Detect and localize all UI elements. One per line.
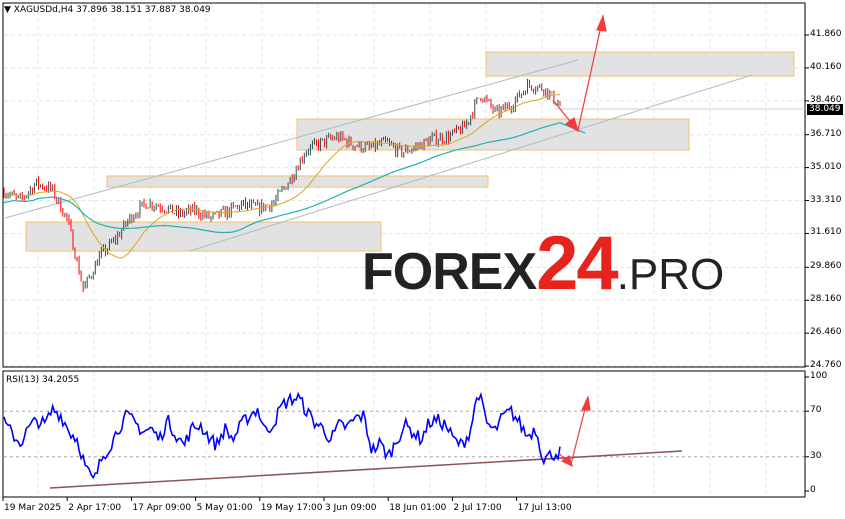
forex24-watermark-logo: FOREX24.PRO [362, 226, 724, 302]
channel-upper-line[interactable] [4, 59, 579, 219]
triangle-down-icon[interactable]: ▼ [4, 5, 11, 15]
ma-fast-line [3, 94, 561, 259]
time-tick-label: 19 May 17:00 [260, 503, 323, 513]
rsi-down-arrow-head-icon [560, 455, 573, 468]
price-tick-label: 35.010 [810, 161, 842, 172]
time-tick-label: 17 Apr 09:00 [132, 503, 192, 513]
sr-zone[interactable] [296, 118, 690, 151]
rsi-trendline[interactable] [49, 450, 683, 489]
sr-zone[interactable] [25, 221, 382, 252]
price-tick-label: 33.310 [810, 194, 842, 205]
rsi-tick-label: 30 [810, 450, 822, 461]
current-price-label: 38.049 [807, 104, 843, 115]
watermark-part2: 24 [536, 221, 619, 306]
rsi-forecast-arrows [558, 394, 591, 468]
symbol-title[interactable]: ▼ XAGUSDd,H4 37.896 38.151 37.887 38.049 [4, 5, 211, 15]
price-tick-label: 38.460 [810, 94, 842, 105]
rsi-up-arrow-line [570, 404, 587, 465]
watermark-part3: .PRO [616, 250, 725, 299]
up-arrow-line [577, 25, 602, 131]
sr-zone[interactable] [106, 175, 489, 188]
symbol-title-text: XAGUSDd,H4 37.896 38.151 37.887 38.049 [13, 5, 211, 15]
forecast-arrows [552, 13, 607, 133]
rsi-tick-label: 0 [810, 485, 816, 495]
up-arrow-head-icon [596, 13, 607, 32]
price-tick-label: 29.860 [810, 261, 842, 272]
rsi-panel-frame [2, 370, 806, 498]
price-tick-label: 28.160 [810, 294, 842, 305]
price-tick-label: 31.610 [810, 227, 842, 238]
time-tick-label: 2 Apr 17:00 [68, 503, 122, 513]
price-tick-label: 36.710 [810, 128, 842, 139]
time-tick-label: 5 May 01:00 [196, 503, 253, 513]
channel-lines[interactable] [4, 59, 753, 252]
price-tick-label: 24.760 [810, 360, 842, 371]
time-tick-label: 3 Jun 09:00 [325, 503, 377, 513]
price-tick-label: 40.160 [810, 61, 842, 72]
price-tick-label: 41.860 [810, 29, 842, 39]
rsi-tick-label: 70 [810, 405, 822, 416]
price-tick-label: 26.460 [810, 327, 842, 338]
time-tick-label: 2 Jul 17:00 [453, 503, 502, 513]
ma-slow-line [3, 122, 586, 234]
rsi-up-arrow-head-icon [581, 394, 591, 411]
time-tick-label: 19 Mar 2025 [4, 503, 62, 513]
rsi-tick-label: 100 [810, 371, 828, 381]
sr-zone[interactable] [485, 51, 795, 77]
time-tick-label: 17 Jul 13:00 [517, 503, 572, 513]
rsi-title: RSI(13) 34.2055 [6, 375, 80, 385]
price-panel-frame [2, 2, 806, 368]
time-tick-label: 18 Jun 01:00 [389, 503, 447, 513]
channel-lower-line[interactable] [189, 74, 753, 252]
rsi-line [3, 391, 561, 479]
down-arrow-head-icon [564, 117, 580, 133]
watermark-part1: FOREX [362, 243, 537, 301]
